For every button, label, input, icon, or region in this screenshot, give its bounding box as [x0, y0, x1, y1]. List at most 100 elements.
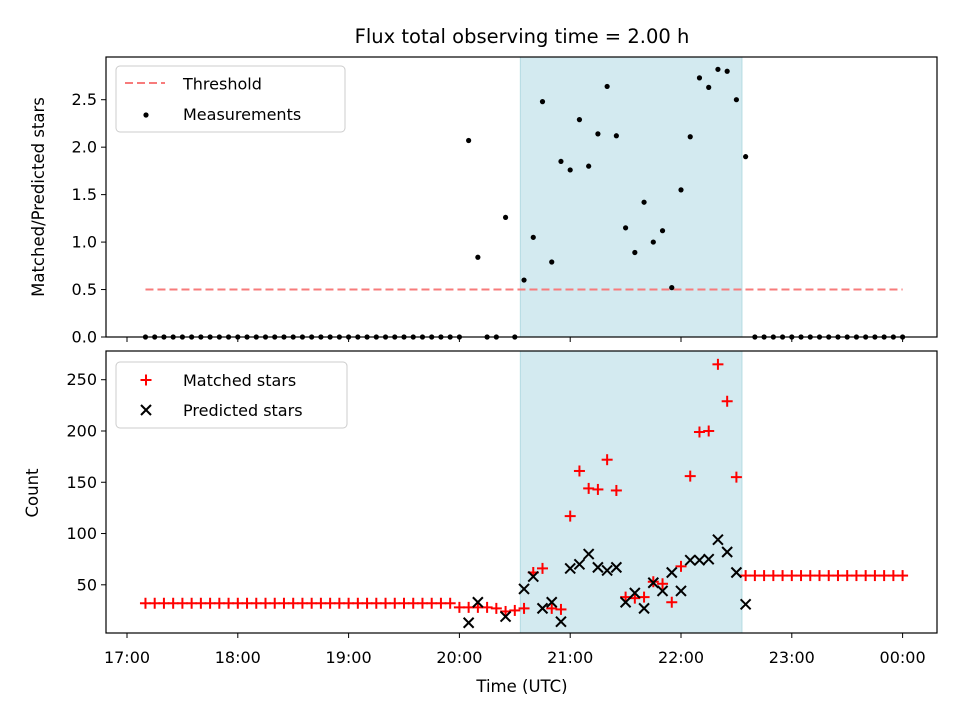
predicted-star-point [573, 558, 586, 571]
matched-star-point [315, 597, 327, 609]
matched-star-point [250, 597, 262, 609]
matched-star-point [777, 570, 789, 582]
predicted-star-point [462, 617, 475, 629]
matched-star-point [620, 591, 632, 603]
predicted-star-point [546, 596, 558, 608]
matched-star-point [712, 358, 724, 370]
matched-star-point [204, 597, 216, 609]
matched-star-point [740, 570, 752, 582]
matched-star-point [758, 570, 770, 582]
matched-star-point [472, 601, 484, 613]
matched-star-point [878, 570, 890, 582]
matched-star-point [361, 597, 373, 609]
x-axis-label: Time (UTC) [475, 677, 567, 696]
predicted-star-point [518, 583, 530, 595]
matched-star-point [869, 570, 881, 582]
bottom-y-tick-label: 50 [77, 575, 97, 594]
matched-star-point [176, 597, 188, 609]
top-legend-box [115, 65, 346, 133]
x-tick-label: 19:00 [326, 648, 372, 667]
measurement-point [696, 75, 703, 81]
matched-star-point [675, 560, 687, 572]
matched-star-point [795, 570, 807, 582]
measurement-point [539, 99, 546, 105]
measurement-point [724, 68, 730, 74]
bottom-axes-frame [105, 350, 938, 634]
matched-star-point [693, 426, 705, 438]
predicted-star-point [629, 587, 641, 599]
matched-star-point [814, 570, 825, 582]
matched-star-point [546, 602, 558, 614]
matched-star-point [306, 597, 318, 609]
measurement-point [715, 66, 721, 72]
bottom-y-tick-label: 150 [66, 473, 97, 492]
measurement-point [687, 134, 693, 140]
bottom-y-axis-label: Count [23, 468, 42, 518]
matched-star-point [509, 604, 521, 616]
x-tick-label: 23:00 [769, 648, 815, 667]
measurement-point [650, 239, 656, 245]
top-y-tick-label: 1.0 [72, 233, 97, 252]
x-tick-label: 22:00 [658, 648, 704, 667]
matched-star-point [897, 570, 909, 582]
measurement-point [706, 84, 712, 90]
predicted-star-point [527, 570, 539, 583]
x-tick-label: 00:00 [880, 648, 926, 667]
top-y-tick-label: 1.5 [72, 185, 97, 204]
x-tick-label: 21:00 [547, 648, 593, 667]
measurement-point [595, 131, 601, 137]
predicted-star-point [601, 564, 613, 577]
predicted-star-point [536, 602, 549, 615]
matched-star-point [767, 570, 779, 582]
bottom-legend: Matched stars Predicted stars [115, 361, 348, 429]
matched-star-point [241, 597, 253, 609]
predicted-star-point [730, 566, 743, 579]
legend-matched-label: Matched stars [183, 371, 296, 390]
matched-star-point [657, 578, 669, 590]
matched-star-point [333, 597, 345, 609]
matched-star-point [610, 484, 622, 496]
predicted-star-point [675, 585, 687, 597]
measurement-point [743, 154, 749, 160]
legend-measurements-label: Measurements [183, 105, 301, 124]
matched-star-point [555, 603, 567, 615]
matched-star-point [573, 465, 585, 477]
matched-star-point [370, 597, 382, 609]
top-y-tick-label: 2.5 [72, 90, 97, 109]
legend-threshold-label: Threshold [182, 75, 262, 94]
matched-star-point [453, 601, 465, 613]
predicted-star-point [702, 553, 715, 565]
predicted-star-point [693, 554, 706, 566]
matched-star-point [601, 454, 613, 466]
matched-star-point [167, 597, 179, 609]
measurement-point [558, 158, 564, 165]
matched-star-point [823, 570, 835, 582]
x-tick-label: 20:00 [436, 648, 482, 667]
legend-predicted-label: Predicted stars [183, 401, 303, 420]
legend-predicted-swatch [140, 404, 152, 416]
predicted-star-point [564, 562, 576, 575]
matched-star-point [343, 597, 355, 609]
matched-star-point [407, 597, 419, 609]
measurement-point [632, 249, 638, 256]
matched-star-point [149, 597, 161, 609]
matched-star-point [463, 601, 475, 613]
matched-star-point [481, 601, 493, 613]
bottom-y-tick-label: 100 [66, 524, 97, 543]
matched-star-point [296, 597, 308, 609]
observing-window-shade [519, 56, 743, 338]
matched-star-point [629, 592, 641, 604]
matched-star-point [278, 597, 290, 609]
predicted-star-point [472, 596, 484, 608]
matched-star-point [638, 591, 650, 603]
measurement-point [549, 259, 555, 265]
matched-star-point [195, 597, 207, 609]
matched-star-point [223, 597, 235, 609]
top-panel: 0.0 0.5 1.0 1.5 2.0 2.5 Threshold Measurements [72, 56, 938, 347]
matched-star-point [380, 597, 392, 609]
matched-star-point [500, 605, 512, 617]
top-legend: Threshold Measurements [115, 65, 346, 133]
measurement-point [576, 117, 583, 123]
matched-star-point [730, 471, 742, 483]
